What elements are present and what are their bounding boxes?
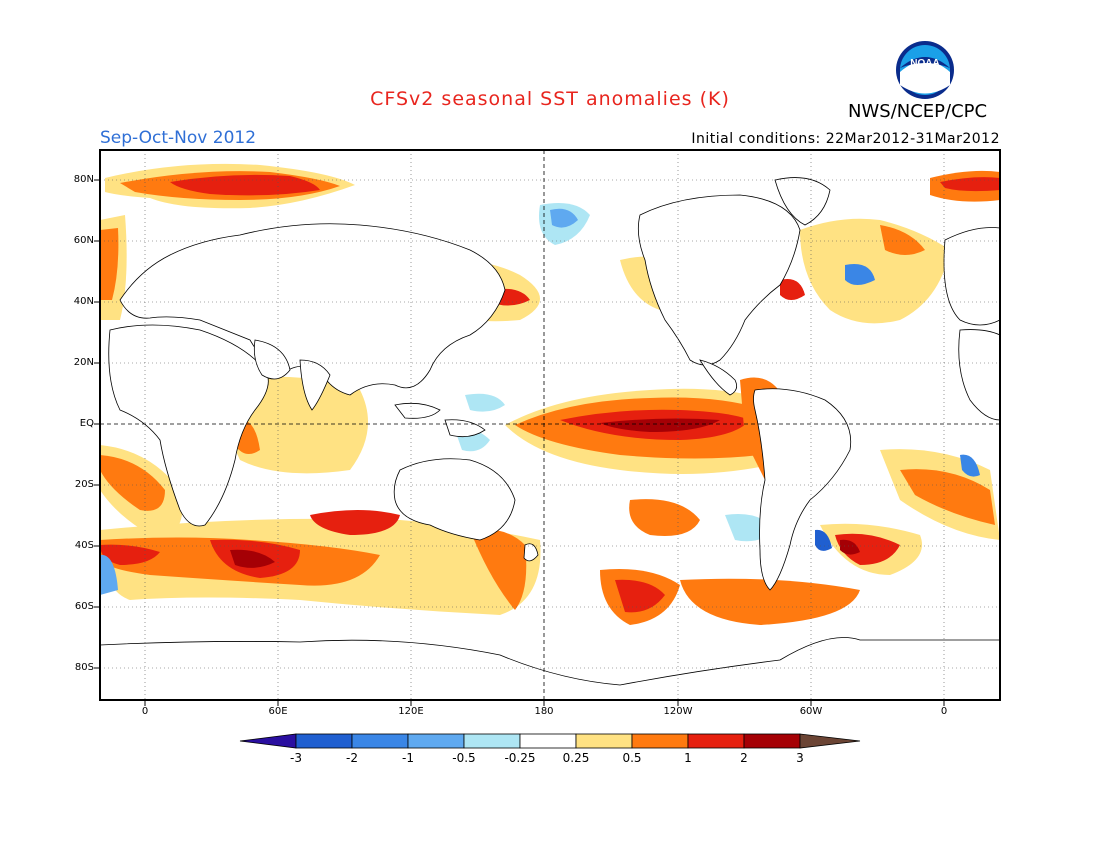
lon-label: 0 bbox=[141, 706, 149, 717]
lon-label: 120E bbox=[398, 706, 424, 717]
lat-label: EQ bbox=[79, 418, 94, 429]
chart-title: CFSv2 seasonal SST anomalies (K) bbox=[370, 88, 730, 110]
lat-label: 40N bbox=[73, 296, 94, 307]
anomaly-fields bbox=[100, 163, 1000, 625]
colorbar-segment bbox=[687, 733, 745, 749]
colorbar-label: 0.5 bbox=[622, 751, 642, 765]
colorbar-label: -0.5 bbox=[452, 751, 476, 765]
colorbar-label: -1 bbox=[402, 751, 414, 765]
logo-text: NOAA bbox=[910, 58, 939, 69]
season-label: Sep-Oct-Nov 2012 bbox=[100, 128, 257, 148]
colorbar-label: 3 bbox=[796, 751, 804, 765]
colorbar bbox=[239, 733, 861, 749]
lon-label: 120W bbox=[663, 706, 693, 717]
noaa-logo-icon: NOAA bbox=[896, 41, 954, 99]
colorbar-label: -0.25 bbox=[504, 751, 536, 765]
lon-label: 60E bbox=[268, 706, 288, 717]
lat-label: 40S bbox=[74, 540, 94, 551]
colorbar-segment bbox=[799, 733, 861, 749]
map-frame bbox=[99, 149, 1001, 701]
coastlines bbox=[99, 177, 1001, 701]
lat-label: 60S bbox=[74, 601, 94, 612]
colorbar-segment bbox=[463, 733, 521, 749]
colorbar-segment bbox=[239, 733, 297, 749]
colorbar-label: 0.25 bbox=[562, 751, 590, 765]
agency-label: NWS/NCEP/CPC bbox=[848, 101, 988, 122]
colorbar-label: -2 bbox=[346, 751, 358, 765]
colorbar-segment bbox=[575, 733, 633, 749]
lat-label: 20N bbox=[73, 357, 94, 368]
colorbar-segment bbox=[631, 733, 689, 749]
initial-conditions-label: Initial conditions: 22Mar2012-31Mar2012 bbox=[691, 131, 1000, 147]
colorbar-segment bbox=[295, 733, 353, 749]
colorbar-segment bbox=[407, 733, 465, 749]
lon-label: 60W bbox=[799, 706, 823, 717]
colorbar-label: 1 bbox=[684, 751, 692, 765]
lon-label: 0 bbox=[940, 706, 948, 717]
lat-label: 80S bbox=[74, 662, 94, 673]
colorbar-segment bbox=[351, 733, 409, 749]
reference-lines bbox=[100, 150, 1000, 700]
colorbar-segment bbox=[743, 733, 801, 749]
colorbar-label: 2 bbox=[740, 751, 748, 765]
lon-label: 180 bbox=[534, 706, 554, 717]
lat-label: 80N bbox=[73, 174, 94, 185]
lat-label: 60N bbox=[73, 235, 94, 246]
colorbar-segment bbox=[519, 733, 577, 749]
lat-label: 20S bbox=[74, 479, 94, 490]
colorbar-label: -3 bbox=[290, 751, 302, 765]
